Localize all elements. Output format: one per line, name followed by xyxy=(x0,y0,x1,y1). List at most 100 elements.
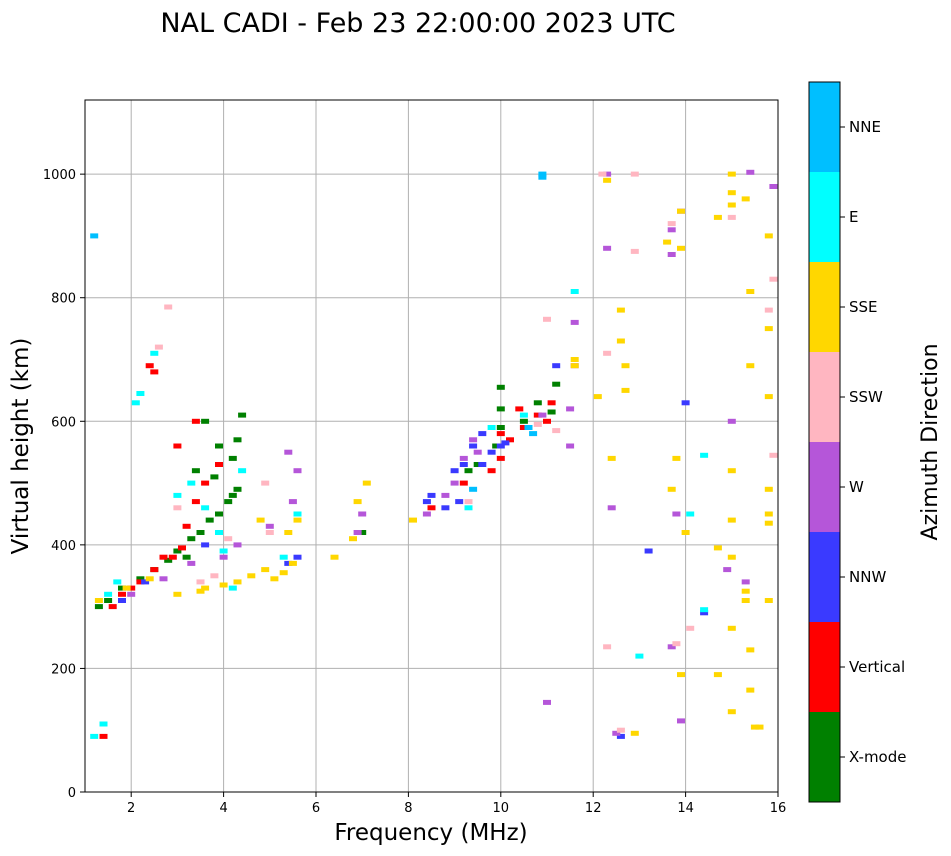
colorbar-label: Vertical xyxy=(849,658,905,676)
data-point xyxy=(173,505,182,511)
data-point xyxy=(284,560,293,566)
data-point xyxy=(469,437,478,443)
data-point xyxy=(478,462,487,467)
data-point xyxy=(219,554,228,560)
colorbar-title: Azimuth Direction xyxy=(918,343,943,540)
data-point xyxy=(409,517,417,523)
data-point xyxy=(746,687,755,693)
data-point xyxy=(769,276,778,282)
y-tick-label: 800 xyxy=(51,292,76,307)
data-point xyxy=(570,357,579,362)
data-point xyxy=(621,387,630,393)
data-point xyxy=(261,480,270,486)
data-point xyxy=(469,486,478,492)
x-tick-label: 14 xyxy=(677,801,694,816)
data-point xyxy=(238,412,247,418)
data-point xyxy=(727,214,736,220)
data-point xyxy=(279,570,288,576)
data-point xyxy=(741,598,750,603)
data-point xyxy=(228,492,237,498)
data-point xyxy=(750,724,759,730)
data-point xyxy=(136,576,145,582)
data-point xyxy=(700,610,709,616)
x-tick-label: 16 xyxy=(770,801,787,816)
data-point xyxy=(224,499,233,505)
data-point xyxy=(459,462,468,467)
data-point xyxy=(612,730,621,736)
data-point xyxy=(284,530,293,535)
data-point xyxy=(288,560,297,566)
data-point xyxy=(538,174,547,180)
data-point xyxy=(353,530,362,535)
data-point xyxy=(265,530,274,535)
data-point xyxy=(210,474,219,480)
data-point xyxy=(741,579,750,585)
colorbar-swatch xyxy=(809,82,840,172)
data-point xyxy=(427,492,436,498)
data-point xyxy=(330,554,339,560)
data-point xyxy=(427,505,436,511)
data-point xyxy=(150,369,159,375)
y-tick-label: 0 xyxy=(68,786,76,801)
data-point xyxy=(630,248,639,254)
colorbar-swatch xyxy=(809,352,840,442)
data-point xyxy=(353,499,362,505)
data-point xyxy=(464,468,473,474)
x-tick-label: 12 xyxy=(585,801,602,816)
data-point xyxy=(228,455,237,461)
data-point xyxy=(552,363,561,369)
data-point xyxy=(487,468,496,474)
data-point xyxy=(131,400,140,406)
data-point xyxy=(764,394,773,400)
x-tick-label: 10 xyxy=(493,801,510,816)
data-point xyxy=(187,480,196,486)
data-point xyxy=(441,505,450,511)
data-point xyxy=(727,190,736,196)
plot-frame xyxy=(84,99,779,793)
data-point xyxy=(677,718,685,724)
data-point xyxy=(529,431,538,437)
data-point xyxy=(519,412,528,418)
data-point xyxy=(228,585,237,591)
data-point xyxy=(99,733,108,739)
data-point xyxy=(127,591,136,597)
data-point xyxy=(533,412,542,418)
data-point xyxy=(464,499,473,505)
data-point xyxy=(547,400,556,406)
colorbar-swatch xyxy=(809,442,840,532)
data-point xyxy=(118,598,126,603)
data-point xyxy=(94,598,103,603)
data-point xyxy=(196,579,205,585)
data-point xyxy=(459,480,468,486)
data-point xyxy=(215,511,223,517)
data-point xyxy=(473,462,482,467)
data-point xyxy=(136,579,145,585)
data-point xyxy=(603,644,612,650)
data-point xyxy=(667,227,676,233)
data-point xyxy=(196,588,205,594)
data-point xyxy=(247,573,256,579)
data-point xyxy=(603,171,612,177)
data-point xyxy=(201,418,210,424)
data-point xyxy=(219,548,228,554)
y-tick-label: 1000 xyxy=(43,168,76,183)
data-point xyxy=(173,548,182,554)
data-point xyxy=(108,604,117,610)
data-point xyxy=(201,585,210,591)
data-point xyxy=(293,517,302,523)
data-point xyxy=(713,545,722,551)
data-point xyxy=(667,486,676,492)
data-point xyxy=(552,428,561,434)
data-point xyxy=(293,511,302,517)
data-point xyxy=(746,647,755,653)
data-point xyxy=(764,307,773,313)
data-point xyxy=(519,418,528,424)
data-point xyxy=(261,567,270,573)
colorbar-swatch xyxy=(809,172,840,262)
data-point xyxy=(201,480,210,486)
data-point xyxy=(238,468,247,474)
data-point xyxy=(764,233,773,239)
data-point xyxy=(727,171,736,177)
data-point xyxy=(270,576,279,582)
